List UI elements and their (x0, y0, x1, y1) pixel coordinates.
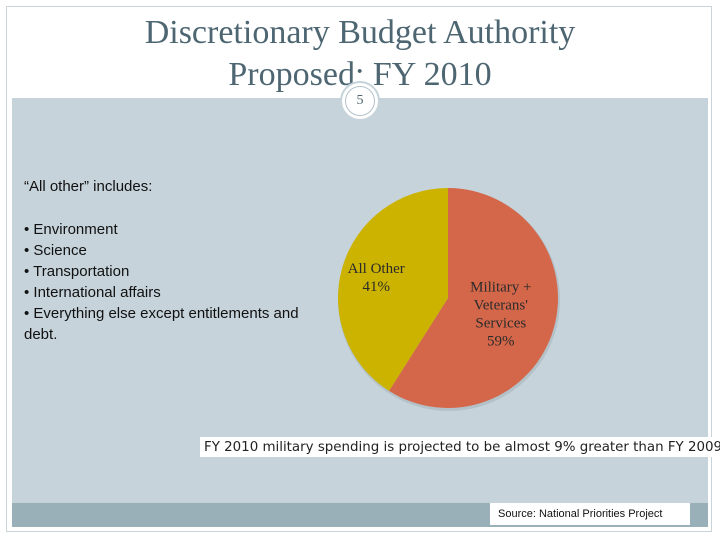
title-line-1: Discretionary Budget Authority (144, 14, 576, 51)
note-list: • Environment • Science • Transportation… (24, 219, 304, 345)
note-item: • International affairs (24, 284, 161, 301)
slice-name-label: Services (475, 315, 526, 331)
pie-slice (337, 187, 448, 391)
slice-value-label: 41% (362, 279, 390, 295)
chart-caption: FY 2010 military spending is projected t… (200, 437, 720, 457)
budget-pie-chart: Military + Veterans' Services 59% All Other 4… (337, 187, 560, 411)
all-other-note: “All other” includes: • Environment • Sc… (24, 176, 304, 345)
note-heading: “All other” includes: (24, 178, 153, 195)
slice-name-label: All Other (348, 261, 405, 277)
pie-slice (389, 188, 558, 408)
slice-label: Military + Veterans' Services 59% (470, 279, 531, 349)
note-item: • Science (24, 242, 87, 259)
slide-border (6, 6, 712, 532)
source-note: Source: National Priorities Project (490, 503, 690, 525)
slice-value-label: 59% (487, 333, 515, 349)
note-item: • Everything else except entitlements an… (24, 305, 299, 343)
slice-label: All Other 41% (348, 261, 405, 295)
slice-name-label: Veterans' (474, 297, 529, 313)
page-number: 5 (345, 86, 375, 116)
page-number-badge: 5 (340, 81, 380, 121)
note-item: • Environment (24, 221, 118, 238)
slice-name-label: Military + (470, 279, 531, 295)
note-item: • Transportation (24, 263, 130, 280)
